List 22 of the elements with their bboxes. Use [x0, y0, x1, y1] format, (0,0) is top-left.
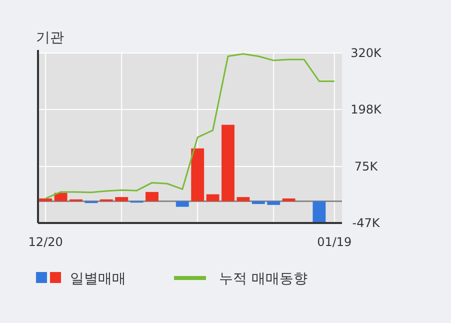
chart-title: 기관 — [36, 30, 64, 46]
bar — [222, 124, 234, 202]
bar — [267, 201, 280, 205]
bar — [176, 201, 189, 207]
x-tick-label: 12/20 — [28, 235, 63, 249]
y-tick-label: 198K — [350, 102, 383, 117]
bar — [252, 201, 265, 204]
legend-label: 일별매매 — [70, 271, 126, 287]
bar — [206, 194, 220, 202]
bar — [115, 197, 128, 202]
x-tick-label: 01/19 — [317, 235, 352, 249]
legend-label: 누적 매매동향 — [219, 271, 308, 287]
bar — [54, 192, 68, 202]
bar — [282, 198, 296, 202]
y-tick-label: 75K — [354, 159, 379, 174]
bar — [191, 148, 204, 202]
bar — [236, 197, 250, 202]
bar — [146, 192, 158, 202]
y-tick-label: 320K — [350, 46, 383, 60]
bar — [312, 201, 326, 222]
line-series — [44, 53, 336, 200]
y-tick-label: -47K — [352, 216, 381, 230]
